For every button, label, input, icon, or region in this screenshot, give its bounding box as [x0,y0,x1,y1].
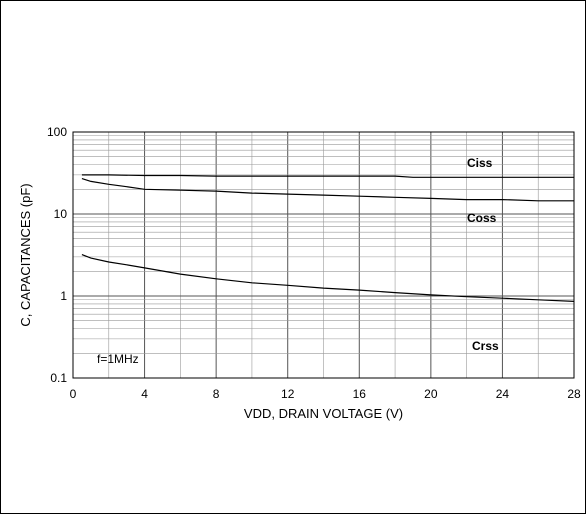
series-labels: Ciss Coss Crss [467,156,499,353]
plot-area [72,131,575,379]
x-tick-label: 4 [141,387,148,401]
series-line-coss [81,178,574,202]
y-tick-label: 100 [47,125,67,139]
frequency-annotation: f=1MHz [97,352,139,366]
x-tick-label: 16 [353,387,367,401]
x-tick-label: 20 [424,387,438,401]
series-line-ciss [81,174,574,178]
series-label-ciss: Ciss [467,156,493,170]
x-tick-label: 12 [281,387,295,401]
series-lines [81,174,575,302]
x-tick-label: 28 [567,387,581,401]
y-axis-label: C, CAPACITANCES (pF) [18,183,33,326]
y-tick-label: 10 [54,207,68,221]
x-tick-label: 8 [213,387,220,401]
series-line-crss [81,254,575,302]
x-tick-label: 0 [70,387,77,401]
series-label-crss: Crss [472,339,499,353]
grid [73,132,574,378]
y-tick-label: 1 [60,289,67,303]
tick-labels: 0 4 8 12 16 20 24 28 0.1 1 10 100 [47,125,581,401]
y-tick-label: 0.1 [50,371,67,385]
series-label-coss: Coss [467,211,497,225]
x-axis-label: VDD, DRAIN VOLTAGE (V) [244,406,403,421]
x-tick-label: 24 [496,387,510,401]
